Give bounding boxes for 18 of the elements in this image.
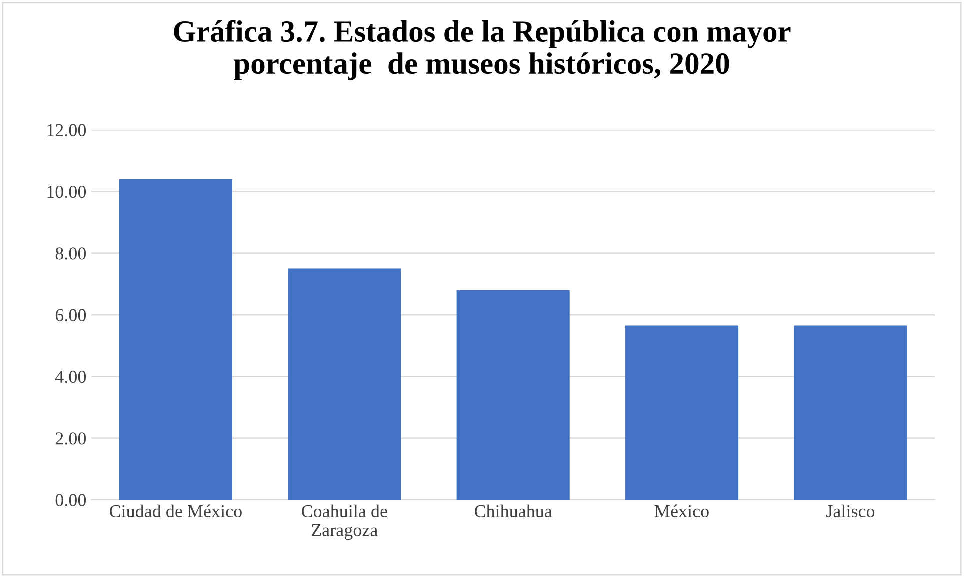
bar: [119, 179, 232, 500]
bar: [626, 326, 739, 500]
x-tick-label: Chihuahua: [474, 504, 552, 518]
x-tick-label: Jalisco: [826, 504, 875, 518]
y-tick-label: 0.00: [56, 494, 86, 506]
bar: [288, 268, 402, 500]
y-tick-label: 6.00: [56, 309, 86, 322]
x-tick-label: Coahuila de Zaragoza: [302, 504, 388, 540]
y-tick-label: 12.00: [48, 124, 86, 137]
y-tick-label: 4.00: [55, 370, 86, 384]
y-tick-label: 8.00: [56, 248, 86, 260]
bar: [456, 290, 570, 500]
x-tick-label: México: [654, 504, 709, 518]
bar: [794, 326, 908, 500]
chart-title: Gráfica 3.7. Estados de la República con mayor porcentaje de museos históricos, 2020: [174, 20, 791, 80]
y-tick-label: 2.00: [56, 432, 86, 445]
y-tick-label: 10.00: [48, 186, 86, 198]
x-tick-label: Ciudad de México: [110, 504, 242, 518]
